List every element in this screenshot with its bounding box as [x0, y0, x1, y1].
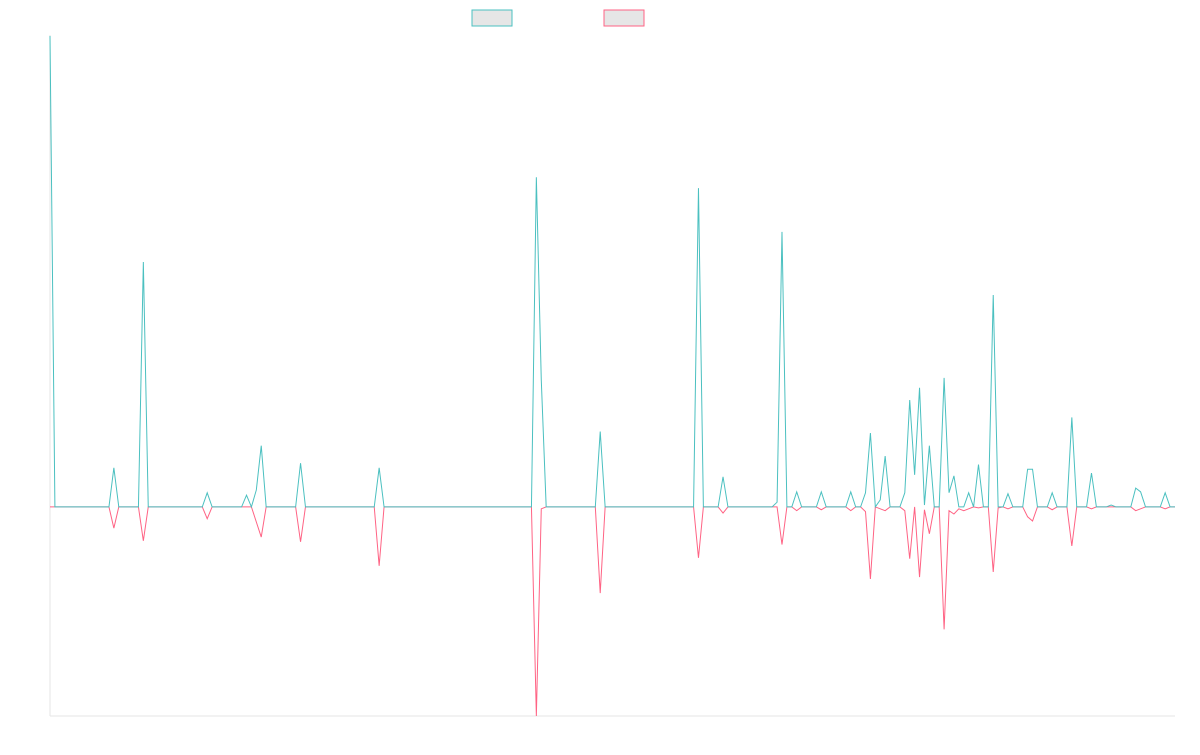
line-series [50, 506, 1175, 717]
legend-swatch [471, 9, 513, 27]
legend-swatch [603, 9, 645, 27]
line-series [49, 35, 1175, 509]
